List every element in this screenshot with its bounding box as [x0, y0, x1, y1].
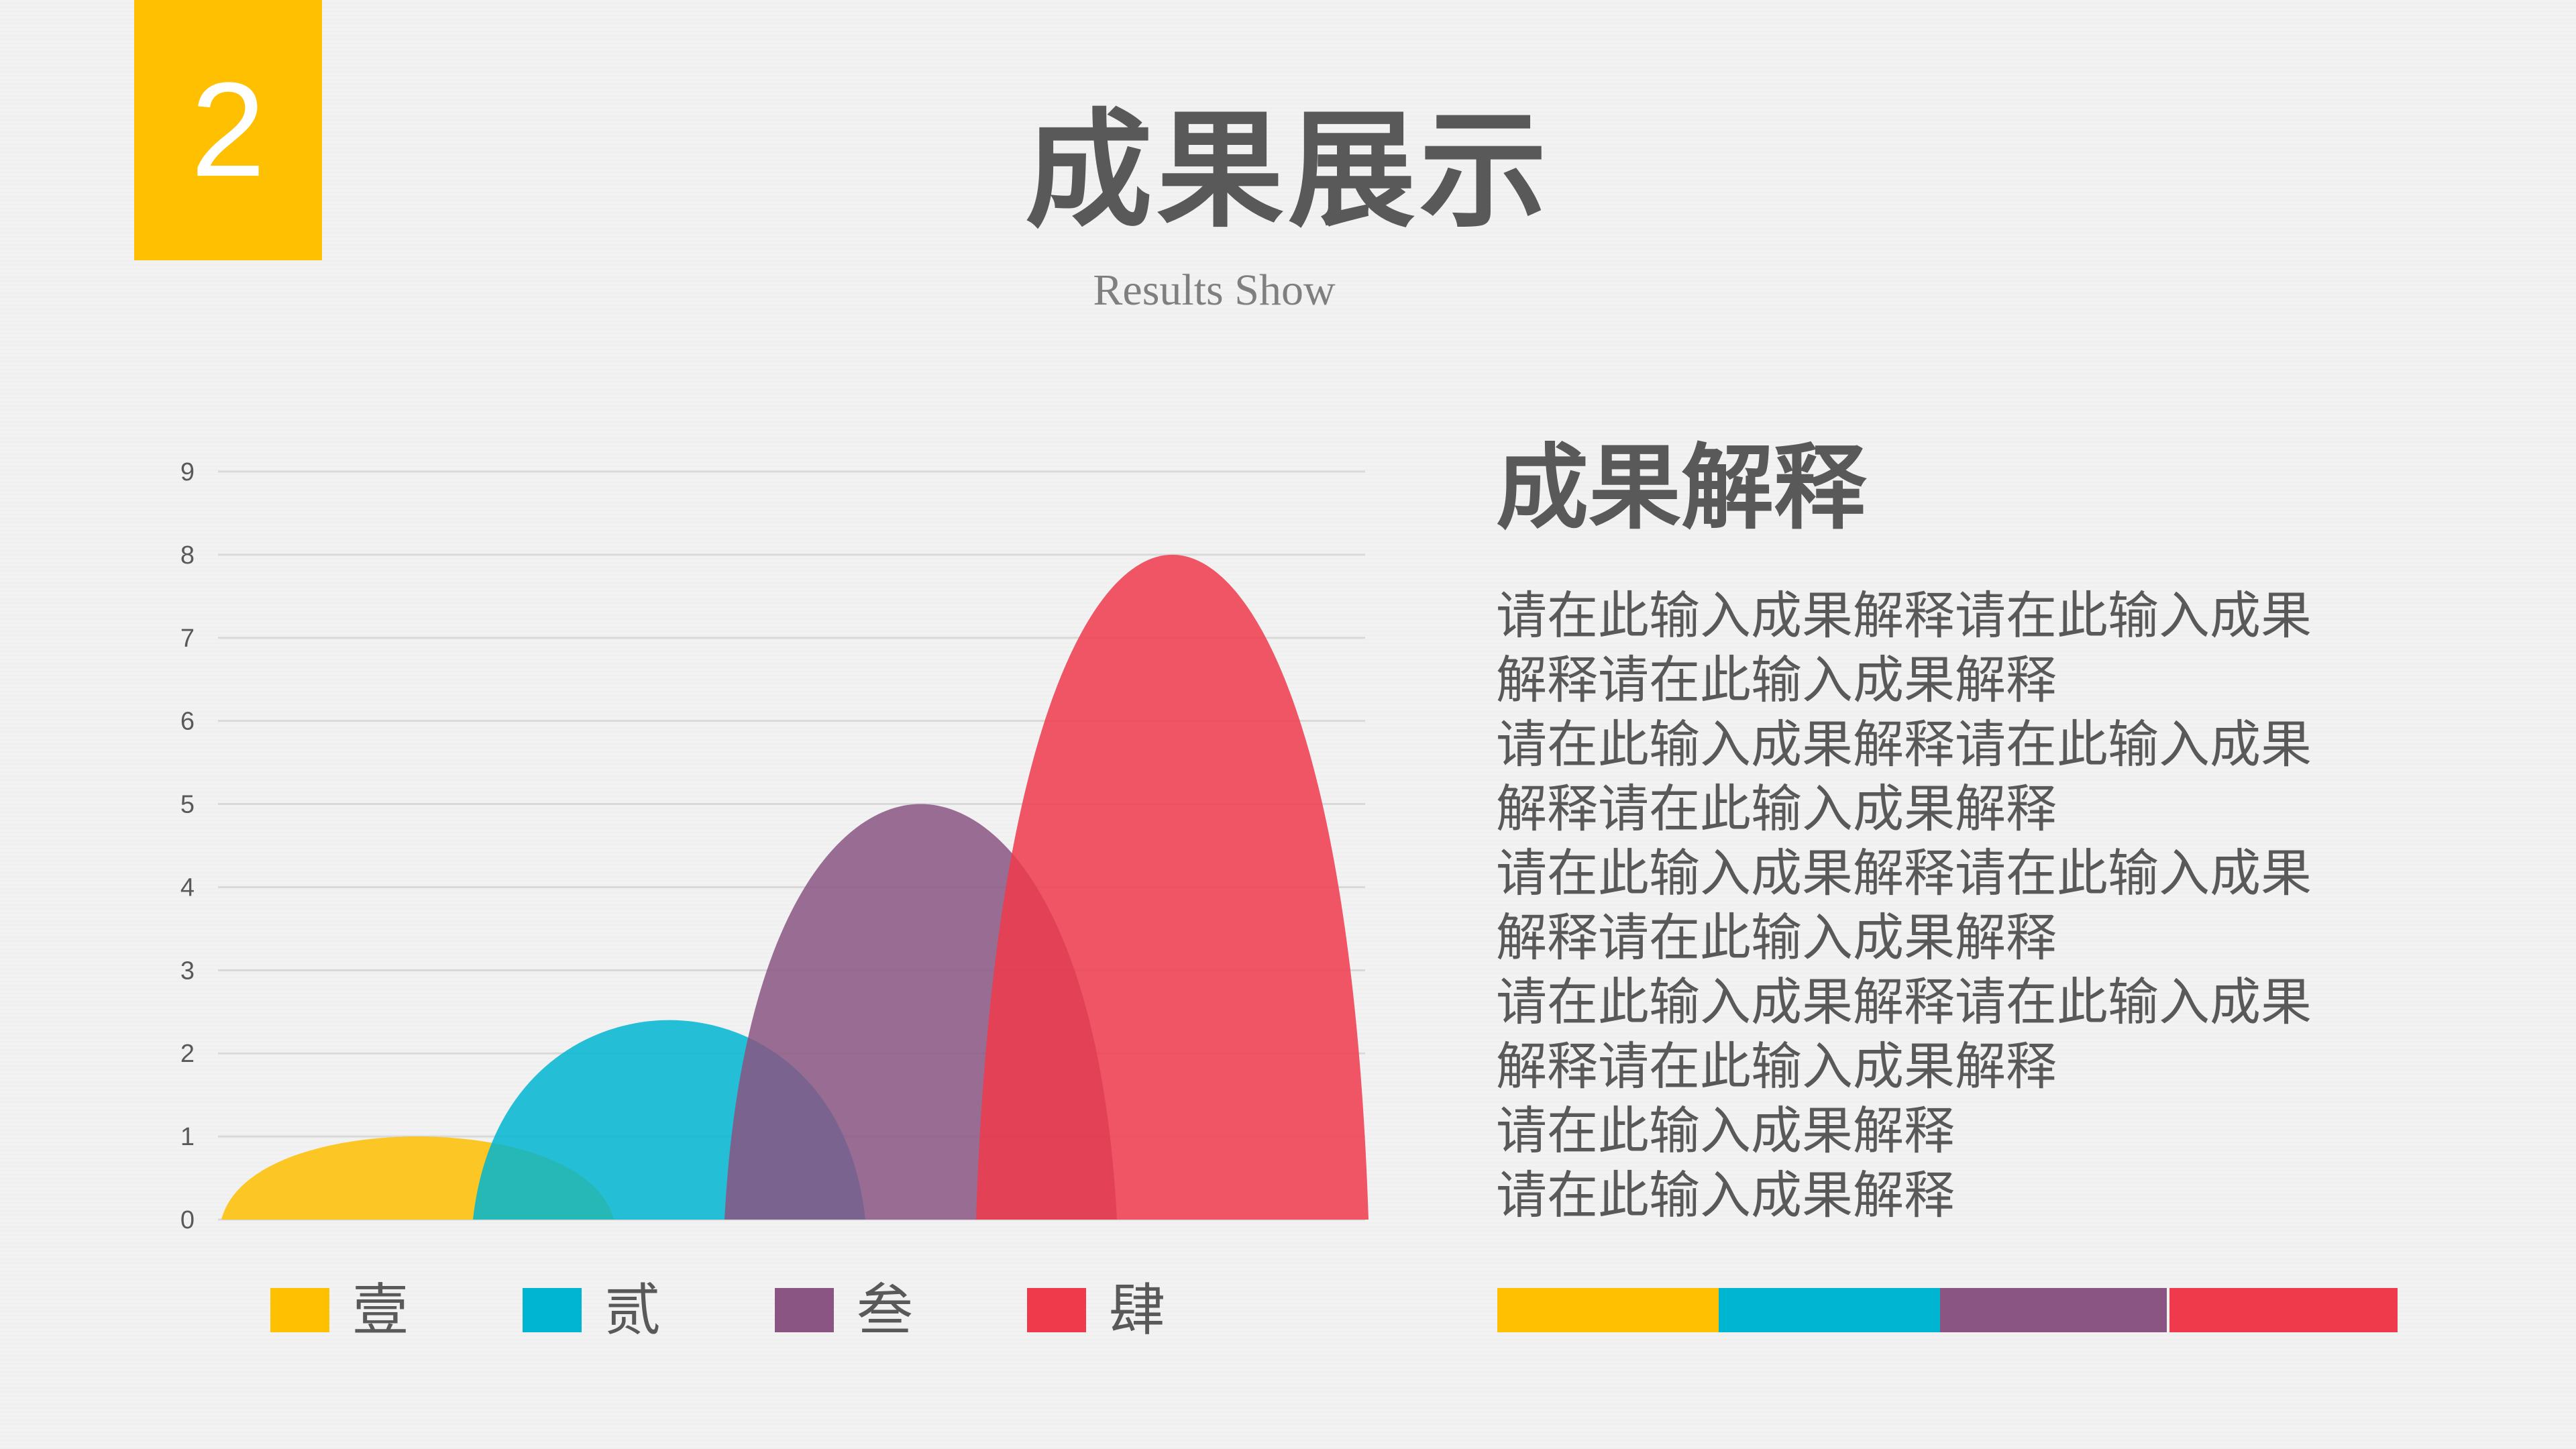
- legend-swatch: [523, 1288, 582, 1332]
- strip-segment-yellow: [1497, 1288, 1719, 1332]
- chart-series: [221, 554, 1368, 1220]
- legend-label: 壹: [352, 1277, 409, 1343]
- explanation-line: 解释请在此输入成果解释: [1496, 779, 2057, 839]
- y-tick-label: 9: [180, 458, 195, 486]
- section-number: 2: [191, 55, 266, 205]
- page-title: 成果展示: [1024, 97, 1551, 245]
- y-tick-label: 1: [180, 1123, 195, 1151]
- chart-legend: 壹贰叁肆: [270, 1277, 1165, 1343]
- explanation-body: 请在此输入成果解释请在此输入成果 解释请在此输入成果解释 请在此输入成果解释请在…: [1496, 584, 2422, 1228]
- y-tick-label: 3: [180, 957, 195, 985]
- y-axis-ticks: 0 1 2 3 4 5 6 7 8 9: [180, 458, 195, 1234]
- legend-label: 肆: [1109, 1277, 1165, 1343]
- explanation-heading: 成果解释: [1496, 434, 1867, 542]
- legend-swatch: [775, 1288, 834, 1332]
- section-number-badge: 2: [134, 0, 322, 260]
- explanation-line: 请在此输入成果解释请在此输入成果: [1496, 714, 2312, 774]
- strip-segment-red: [2169, 1288, 2398, 1332]
- page-subtitle: Results Show: [1093, 266, 1336, 315]
- color-strip: [1497, 1288, 2398, 1332]
- strip-segment-cyan: [1719, 1288, 1940, 1332]
- legend-label: 贰: [604, 1277, 661, 1343]
- legend-swatch: [1027, 1288, 1086, 1332]
- y-tick-label: 5: [180, 791, 195, 819]
- explanation-line: 请在此输入成果解释请在此输入成果: [1496, 972, 2312, 1032]
- y-tick-label: 8: [180, 541, 195, 570]
- explanation-line: 请在此输入成果解释: [1496, 1101, 1955, 1161]
- explanation-line: 解释请在此输入成果解释: [1496, 908, 2057, 967]
- explanation-line: 解释请在此输入成果解释: [1496, 1036, 2057, 1096]
- explanation-line: 请在此输入成果解释: [1496, 1165, 1955, 1225]
- explanation-line: 解释请在此输入成果解释: [1496, 650, 2057, 710]
- legend-label: 叁: [857, 1277, 913, 1343]
- y-tick-label: 6: [180, 708, 195, 736]
- explanation-line: 请在此输入成果解释请在此输入成果: [1496, 586, 2312, 645]
- y-tick-label: 2: [180, 1040, 195, 1068]
- y-tick-label: 0: [180, 1206, 195, 1234]
- explanation-line: 请在此输入成果解释请在此输入成果: [1496, 843, 2312, 903]
- y-tick-label: 7: [180, 625, 195, 653]
- legend-swatch: [270, 1288, 329, 1332]
- strip-segment-purple: [1940, 1288, 2167, 1332]
- peak-4: [976, 554, 1368, 1220]
- y-tick-label: 4: [180, 873, 195, 902]
